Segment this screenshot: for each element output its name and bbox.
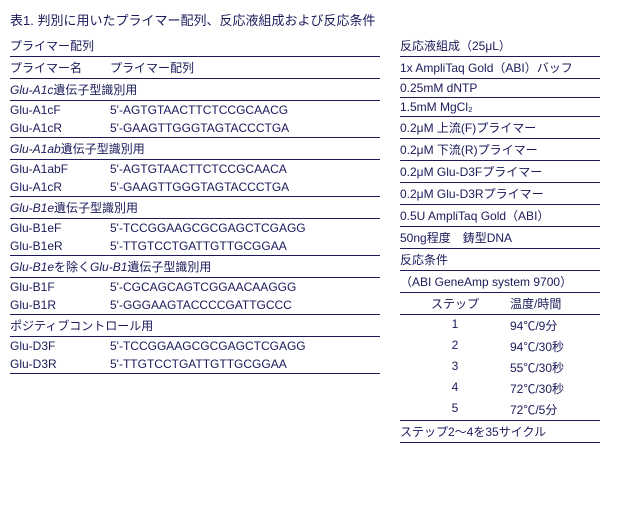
group-header: Glu-A1c遺伝子型識別用 (10, 79, 380, 101)
primer-name: Glu-D3R (10, 355, 110, 374)
col-primer-seq: プライマー配列 (110, 57, 380, 79)
step-row: 572℃/5分 (400, 399, 600, 420)
mix-header: 反応液組成（25μL） (400, 35, 600, 57)
primer-name: Glu-B1eF (10, 219, 110, 238)
step-num: 2 (400, 338, 510, 355)
mix-row: 0.25mM dNTP (400, 79, 600, 98)
reaction-panel: 反応液組成（25μL） 1x AmpliTaq Gold（ABI）バッフ0.25… (400, 35, 600, 443)
primer-name: Glu-A1cR (10, 119, 110, 138)
primer-table: プライマー配列 プライマー名 プライマー配列 Glu-A1c遺伝子型識別用Glu… (10, 35, 380, 374)
step-col2: 温度/時間 (510, 295, 600, 312)
step-val: 72℃/5分 (510, 401, 600, 418)
primer-header: プライマー配列 (10, 35, 380, 57)
step-val: 72℃/30秒 (510, 380, 600, 397)
primer-seq: 5'-TCCGGAAGCGCGAGCTCGAGG (110, 219, 380, 238)
layout-wrap: プライマー配列 プライマー名 プライマー配列 Glu-A1c遺伝子型識別用Glu… (10, 35, 610, 443)
step-col1: ステップ (400, 295, 510, 312)
mix-row: 0.2μM Glu-D3Rプライマー (400, 183, 600, 205)
step-num: 1 (400, 317, 510, 334)
primer-seq: 5'-TCCGGAAGCGCGAGCTCGAGG (110, 337, 380, 356)
primer-seq: 5'-TTGTCCTGATTGTTGCGGAA (110, 237, 380, 256)
mix-row: 0.2μM 上流(F)プライマー (400, 117, 600, 139)
step-row: 294℃/30秒 (400, 336, 600, 357)
mix-row: 1.5mM MgCl₂ (400, 98, 600, 117)
primer-name: Glu-A1abF (10, 160, 110, 179)
step-row: 194℃/9分 (400, 315, 600, 336)
step-val: 94℃/9分 (510, 317, 600, 334)
group-header: Glu-B1eを除くGlu-B1遺伝子型識別用 (10, 256, 380, 278)
step-val: 94℃/30秒 (510, 338, 600, 355)
cond-header: 反応条件 (400, 249, 600, 271)
group-header: ポジティブコントロール用 (10, 315, 380, 337)
mix-row: 1x AmpliTaq Gold（ABI）バッフ (400, 57, 600, 79)
primer-seq: 5'-TTGTCCTGATTGTTGCGGAA (110, 355, 380, 374)
mix-row: 0.2μM 下流(R)プライマー (400, 139, 600, 161)
primer-name: Glu-D3F (10, 337, 110, 356)
primer-name: Glu-A1cR (10, 178, 110, 197)
step-num: 3 (400, 359, 510, 376)
step-num: 4 (400, 380, 510, 397)
mix-row: 50ng程度 鋳型DNA (400, 227, 600, 249)
primer-name: Glu-B1F (10, 278, 110, 297)
table-title: 表1. 判別に用いたプライマー配列、反応液組成および反応条件 (10, 10, 610, 29)
mix-row: 0.2μM Glu-D3Fプライマー (400, 161, 600, 183)
primer-name: Glu-B1R (10, 296, 110, 315)
primer-name: Glu-A1cF (10, 101, 110, 120)
primer-seq: 5'-GAAGTTGGGTAGTACCCTGA (110, 178, 380, 197)
primer-seq: 5'-AGTGTAACTTCTCCGCAACA (110, 160, 380, 179)
steps-header: ステップ 温度/時間 (400, 293, 600, 315)
group-header: Glu-B1e遺伝子型識別用 (10, 197, 380, 219)
step-num: 5 (400, 401, 510, 418)
step-val: 55℃/30秒 (510, 359, 600, 376)
cycle-footer: ステップ2～4を35サイクル (400, 420, 600, 443)
primer-seq: 5'-CGCAGCAGTCGGAACAAGGG (110, 278, 380, 297)
primer-name: Glu-B1eR (10, 237, 110, 256)
mix-row: 0.5U AmpliTaq Gold（ABI） (400, 205, 600, 227)
primer-seq: 5'-AGTGTAACTTCTCCGCAACG (110, 101, 380, 120)
primer-seq: 5'-GGGAAGTACCCCGATTGCCC (110, 296, 380, 315)
step-row: 472℃/30秒 (400, 378, 600, 399)
step-row: 355℃/30秒 (400, 357, 600, 378)
group-header: Glu-A1ab遺伝子型識別用 (10, 138, 380, 160)
cond-sub: （ABI GeneAmp system 9700） (400, 271, 600, 293)
col-primer-name: プライマー名 (10, 57, 110, 79)
primer-seq: 5'-GAAGTTGGGTAGTACCCTGA (110, 119, 380, 138)
